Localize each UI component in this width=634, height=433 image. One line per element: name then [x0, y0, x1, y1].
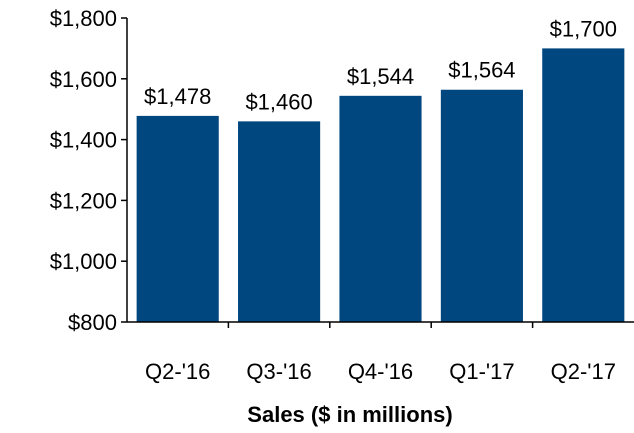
y-tick-label: $800: [68, 310, 117, 335]
bar-value-label: $1,564: [448, 58, 515, 83]
y-tick-label: $1,800: [50, 6, 117, 31]
bar: [440, 89, 523, 323]
data-labels-layer: $1,478 $1,460 $1,544 $1,564 $1,700: [144, 16, 617, 114]
bar: [238, 121, 321, 322]
y-tick-label: $1,200: [50, 188, 117, 213]
bar-value-label: $1,460: [245, 89, 312, 114]
y-tick-label: $1,400: [50, 128, 117, 153]
y-tick-label: $1,600: [50, 67, 117, 92]
axes-layer: Q2-'16 Q3-'16 Q4-'16 Q1-'17 Q2-'17 $800 $1,000…: [50, 6, 634, 384]
bar: [542, 48, 625, 323]
x-tick-label: Q3-'16: [246, 359, 311, 384]
x-tick-label: Q1-'17: [449, 359, 514, 384]
bars-layer: [136, 48, 625, 323]
x-tick-label: Q2-'16: [145, 359, 210, 384]
bar-value-label: $1,478: [144, 84, 211, 109]
y-tick-label: $1,000: [50, 249, 117, 274]
bar: [136, 115, 219, 322]
bar: [339, 95, 422, 322]
x-tick-label: Q2-'17: [551, 359, 616, 384]
x-tick-label: Q4-'16: [348, 359, 413, 384]
bar-value-label: $1,700: [550, 16, 617, 41]
x-axis-title: Sales ($ in millions): [247, 402, 452, 427]
bar-value-label: $1,544: [347, 64, 414, 89]
